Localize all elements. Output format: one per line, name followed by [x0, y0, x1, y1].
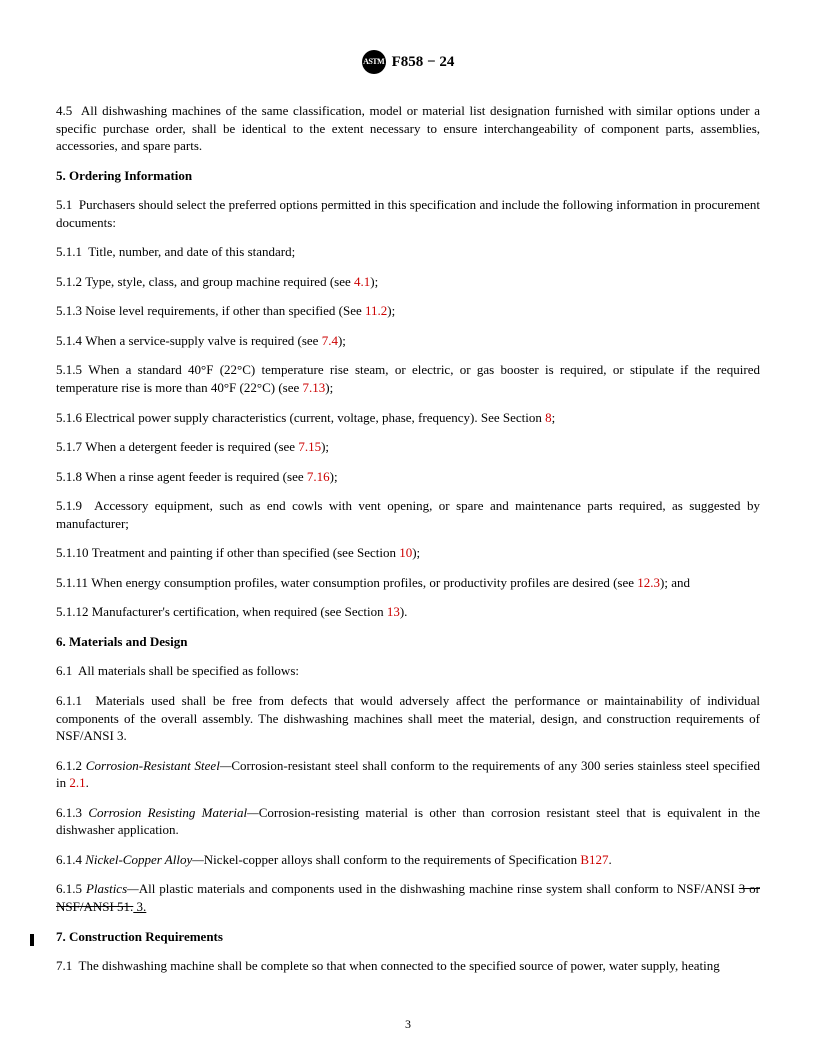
para-5-1-7: 5.1.7 When a detergent feeder is require… — [56, 438, 760, 456]
para-5-1: 5.1 Purchasers should select the preferr… — [56, 196, 760, 231]
para-5-1-10: 5.1.10 Treatment and painting if other t… — [56, 544, 760, 562]
para-text: The dishwashing machine shall be complet… — [79, 958, 720, 973]
para-num: 5.1.5 — [56, 362, 82, 377]
ref-link[interactable]: B127 — [580, 852, 608, 867]
para-post: ; — [552, 410, 556, 425]
para-pre: Nickel-copper alloys shall conform to th… — [204, 852, 581, 867]
para-6-1-3: 6.1.3 Corrosion Resisting Material—Corro… — [56, 804, 760, 839]
para-post: . — [609, 852, 612, 867]
ref-link[interactable]: 13 — [387, 604, 400, 619]
para-num: 5.1.12 — [56, 604, 89, 619]
para-pre: Type, style, class, and group machine re… — [85, 274, 354, 289]
para-6-1-2: 6.1.2 Corrosion-Resistant Steel—Corrosio… — [56, 757, 760, 792]
para-num: 5.1.7 — [56, 439, 82, 454]
para-6-1-5: 6.1.5 Plastics—All plastic materials and… — [56, 880, 760, 915]
section-6-heading: 6. Materials and Design — [56, 633, 760, 651]
para-5-1-1: 5.1.1 Title, number, and date of this st… — [56, 243, 760, 261]
ref-link[interactable]: 7.15 — [298, 439, 321, 454]
para-num: 5.1.1 — [56, 244, 82, 259]
para-text: Materials used shall be free from defect… — [56, 693, 760, 743]
para-num: 5.1.11 — [56, 575, 88, 590]
para-post: ); and — [660, 575, 690, 590]
ref-link[interactable]: 4.1 — [354, 274, 370, 289]
para-num: 5.1.10 — [56, 545, 89, 560]
para-num: 6.1.1 — [56, 693, 82, 708]
para-post: ); — [412, 545, 420, 560]
para-num: 5.1.9 — [56, 498, 82, 513]
para-7-1: 7.1 The dishwashing machine shall be com… — [56, 957, 760, 975]
para-5-1-5: 5.1.5 When a standard 40°F (22°C) temper… — [56, 361, 760, 396]
document-id: F858 − 24 — [392, 52, 455, 72]
para-text: Title, number, and date of this standard… — [88, 244, 295, 259]
para-pre: When a rinse agent feeder is required (s… — [85, 469, 307, 484]
para-pre: When a standard 40°F (22°C) temperature … — [56, 362, 760, 395]
para-num: 4.5 — [56, 103, 72, 118]
change-bar-icon — [30, 934, 34, 946]
para-post: ); — [325, 380, 333, 395]
ref-link[interactable]: 2.1 — [69, 775, 85, 790]
para-pre: When a detergent feeder is required (see — [85, 439, 298, 454]
para-num: 5.1.6 — [56, 410, 82, 425]
para-post: ); — [321, 439, 329, 454]
para-post: ). — [400, 604, 408, 619]
para-text: Accessory equipment, such as end cowls w… — [56, 498, 760, 531]
page-number: 3 — [0, 1016, 816, 1032]
para-5-1-12: 5.1.12 Manufacturer's certification, whe… — [56, 603, 760, 621]
term: Plastics— — [86, 881, 139, 896]
term: Corrosion-Resistant Steel— — [86, 758, 232, 773]
para-5-1-8: 5.1.8 When a rinse agent feeder is requi… — [56, 468, 760, 486]
para-4-5: 4.5 All dishwashing machines of the same… — [56, 102, 760, 155]
para-num: 5.1.8 — [56, 469, 82, 484]
para-num: 6.1 — [56, 663, 72, 678]
ref-link[interactable]: 11.2 — [365, 303, 387, 318]
para-pre: Electrical power supply characteristics … — [85, 410, 545, 425]
para-pre: When a service-supply valve is required … — [85, 333, 321, 348]
para-pre: When energy consumption profiles, water … — [91, 575, 637, 590]
term: Corrosion Resisting Material— — [88, 805, 258, 820]
para-num: 5.1 — [56, 197, 72, 212]
para-num: 6.1.5 — [56, 881, 82, 896]
para-num: 5.1.3 — [56, 303, 82, 318]
para-5-1-2: 5.1.2 Type, style, class, and group mach… — [56, 273, 760, 291]
term: Nickel-Copper Alloy— — [85, 852, 204, 867]
para-text: All dishwashing machines of the same cla… — [56, 103, 760, 153]
para-6-1-4: 6.1.4 Nickel-Copper Alloy—Nickel-copper … — [56, 851, 760, 869]
para-post: ); — [370, 274, 378, 289]
ref-link[interactable]: 10 — [399, 545, 412, 560]
para-num: 6.1.3 — [56, 805, 82, 820]
para-num: 5.1.2 — [56, 274, 82, 289]
para-post: ); — [387, 303, 395, 318]
para-5-1-11: 5.1.11 When energy consumption profiles,… — [56, 574, 760, 592]
para-pre: Treatment and painting if other than spe… — [92, 545, 399, 560]
para-pre: All plastic materials and components use… — [139, 881, 739, 896]
ref-link[interactable]: 7.13 — [303, 380, 326, 395]
para-5-1-6: 5.1.6 Electrical power supply characteri… — [56, 409, 760, 427]
page-header: ASTM F858 − 24 — [56, 50, 760, 74]
para-num: 7.1 — [56, 958, 72, 973]
ref-link[interactable]: 12.3 — [637, 575, 660, 590]
para-6-1: 6.1 All materials shall be specified as … — [56, 662, 760, 680]
para-5-1-9: 5.1.9 Accessory equipment, such as end c… — [56, 497, 760, 532]
astm-logo-icon: ASTM — [362, 50, 386, 74]
para-6-1-1: 6.1.1 Materials used shall be free from … — [56, 692, 760, 745]
para-post: ); — [330, 469, 338, 484]
para-text: Purchasers should select the preferred o… — [56, 197, 760, 230]
para-num: 6.1.2 — [56, 758, 82, 773]
inserted-text: 3. — [133, 899, 146, 914]
ref-link[interactable]: 7.16 — [307, 469, 330, 484]
section-5-heading: 5. Ordering Information — [56, 167, 760, 185]
ref-link[interactable]: 7.4 — [322, 333, 338, 348]
section-7-heading: 7. Construction Requirements — [56, 928, 760, 946]
para-pre: Manufacturer's certification, when requi… — [92, 604, 387, 619]
para-pre: Noise level requirements, if other than … — [85, 303, 365, 318]
para-post: ); — [338, 333, 346, 348]
para-num: 6.1.4 — [56, 852, 82, 867]
para-text: All materials shall be specified as foll… — [78, 663, 299, 678]
para-5-1-4: 5.1.4 When a service-supply valve is req… — [56, 332, 760, 350]
para-num: 5.1.4 — [56, 333, 82, 348]
para-5-1-3: 5.1.3 Noise level requirements, if other… — [56, 302, 760, 320]
para-post: . — [86, 775, 89, 790]
